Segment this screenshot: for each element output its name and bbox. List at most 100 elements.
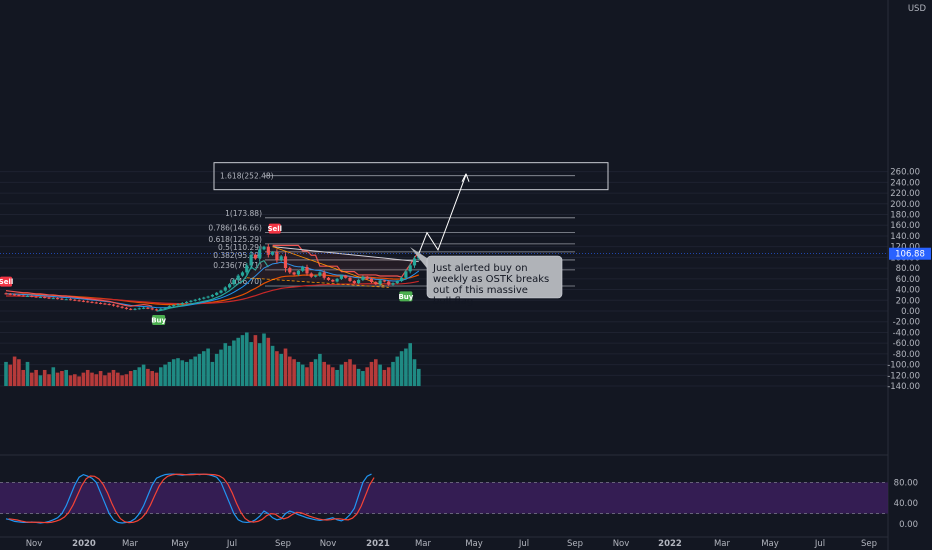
volume-bar — [159, 367, 163, 387]
price-tick-label: 200.00 — [890, 200, 920, 210]
candle-body — [30, 295, 34, 297]
candle-body — [176, 304, 180, 306]
candle-body — [120, 306, 124, 308]
fib-level-label: 1.618(252.48) — [220, 172, 274, 181]
buy-signal — [152, 315, 166, 325]
sell-signal — [0, 276, 12, 287]
volume-bar — [146, 368, 150, 387]
ema-fast-line — [5, 261, 420, 309]
volume-bar — [171, 359, 176, 387]
candle-body — [305, 267, 309, 274]
candle-body — [357, 279, 361, 284]
volume-bar — [42, 369, 47, 387]
time-tick-label: Sep — [275, 539, 291, 549]
axis-currency: USD — [908, 4, 927, 14]
volume-bar — [227, 345, 232, 387]
price-tick-label: -60.00 — [893, 339, 920, 349]
volume-bar — [60, 371, 64, 387]
price-tick-label: 140.00 — [890, 232, 920, 242]
candle-body — [197, 298, 202, 300]
candle-body — [331, 279, 335, 282]
fib-level-label: 0.786(146.66) — [208, 223, 262, 232]
candle-body — [232, 279, 236, 285]
volume-bar — [361, 371, 365, 387]
candle-body — [154, 309, 159, 311]
bull-flag-drawing — [246, 246, 419, 288]
volume-bar — [98, 371, 103, 387]
time-tick-label: Jul — [814, 539, 825, 549]
volume-bar — [382, 369, 387, 387]
sell-signal-label: Sell — [267, 225, 282, 233]
stoch-tick-label: 0.00 — [899, 520, 918, 530]
buy-sell-signals: Sell Buy Sell Buy — [0, 223, 414, 325]
candle-body — [262, 246, 266, 250]
time-tick-label: May — [465, 539, 483, 549]
candlesticks — [0, 243, 888, 311]
volume-bar — [391, 361, 395, 387]
candle-body — [137, 308, 141, 310]
candle-body — [13, 294, 17, 296]
candle-body — [348, 277, 352, 281]
time-tick-label: Nov — [613, 539, 630, 549]
volume-bar — [352, 364, 357, 387]
price-tick-label: 260.00 — [890, 168, 920, 178]
candle-body — [412, 258, 417, 266]
candle-body — [146, 307, 150, 309]
annotation-callout: Just alerted buy on weekly as OSTK breaks… — [410, 247, 563, 307]
volume-bar — [395, 356, 400, 387]
volume-bar — [279, 353, 283, 387]
time-tick-label: Nov — [26, 539, 43, 549]
candle-body — [51, 298, 55, 300]
candle-body — [124, 307, 128, 309]
time-tick-label: Mar — [714, 539, 731, 549]
candle-body — [167, 306, 171, 308]
time-tick-label: 2022 — [658, 539, 682, 549]
volume-bar — [296, 361, 301, 387]
volume-bar — [305, 367, 309, 387]
price-tick-label: 240.00 — [890, 178, 920, 188]
price-tick-label: -100.00 — [887, 361, 920, 371]
candle-body — [25, 295, 30, 297]
volume-bar — [257, 343, 262, 387]
buy-signal — [399, 291, 413, 302]
candle-body — [77, 300, 81, 302]
time-tick-label: 2021 — [366, 539, 390, 549]
callout-text-line: weekly as OSTK breaks — [433, 274, 549, 285]
volume-bar — [8, 364, 13, 387]
volume-bar — [38, 375, 43, 387]
price-tick-label: 40.00 — [896, 286, 920, 296]
price-tick-label: 160.00 — [890, 221, 920, 231]
candle-body — [249, 254, 253, 266]
time-tick-label: Mar — [415, 539, 432, 549]
candle-body — [193, 299, 197, 301]
candle-body — [142, 307, 146, 309]
candle-body — [60, 298, 64, 300]
trailing-stop-down — [5, 290, 153, 307]
volume-bar — [313, 359, 318, 387]
candle-body — [38, 297, 42, 299]
candle-body — [159, 308, 163, 310]
candle-body — [180, 302, 184, 305]
volume-bar — [128, 371, 133, 387]
volume-bar — [68, 375, 73, 387]
candle-body — [292, 272, 296, 275]
volume-bar — [292, 359, 296, 387]
volume-bar — [180, 360, 185, 387]
candle-body — [378, 280, 382, 285]
candle-body — [314, 275, 318, 277]
candle-body — [210, 294, 214, 297]
candle-body — [116, 305, 120, 307]
volume-bar — [322, 361, 326, 387]
volume-bar — [94, 374, 99, 387]
fib-level-label: 0.618(125.29) — [208, 235, 262, 244]
volume-bar — [318, 353, 322, 387]
candle-body — [219, 290, 223, 293]
callout-text-line: out of this massive — [433, 285, 528, 296]
volume-bar — [356, 368, 361, 387]
candle-body — [163, 307, 167, 309]
volume-bar — [275, 351, 279, 387]
candle-body — [236, 275, 240, 280]
volume-histogram — [4, 332, 421, 387]
stoch-band — [0, 482, 888, 514]
